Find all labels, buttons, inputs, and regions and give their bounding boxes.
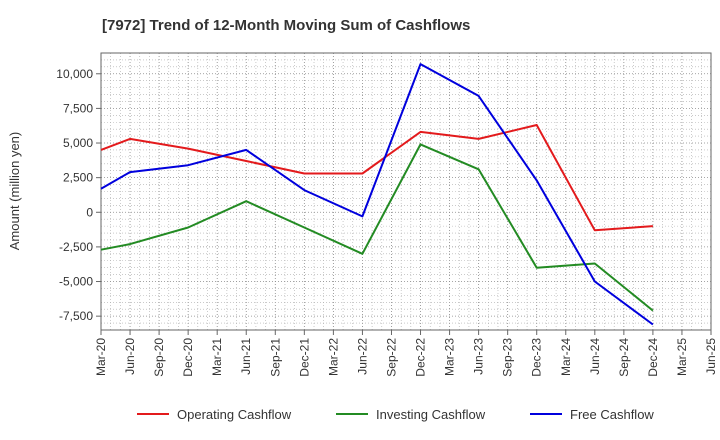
x-tick-label: Sep-23 (501, 338, 515, 377)
x-tick-label: Sep-21 (268, 338, 282, 377)
y-tick-label: -2,500 (59, 240, 93, 254)
x-tick-label: Mar-22 (326, 338, 340, 376)
x-tick-label: Dec-24 (646, 338, 660, 377)
x-tick-label: Jun-21 (239, 338, 253, 375)
y-tick-label: 7,500 (63, 101, 93, 115)
plot-area: 10,000 7,500 5,000 2,500 0 -2,500 -5,000 -7,500… (56, 52, 718, 377)
x-tick-label: Mar-25 (675, 338, 689, 376)
y-tick-label: -7,500 (59, 309, 93, 323)
legend-label: Operating Cashflow (177, 407, 292, 422)
x-tick-label: Jun-25 (704, 338, 718, 375)
x-tick-label: Dec-21 (297, 338, 311, 377)
x-tick-label: Dec-20 (181, 338, 195, 377)
x-tick-label: Mar-21 (210, 338, 224, 376)
x-tick-label: Sep-20 (152, 338, 166, 377)
plot-frame (100, 52, 712, 331)
x-tick-label: Jun-23 (472, 338, 486, 375)
legend-label: Free Cashflow (570, 407, 654, 422)
x-tick-label: Jun-24 (588, 338, 602, 375)
x-tick-label: Jun-20 (123, 338, 137, 375)
x-tick-label: Mar-20 (94, 338, 108, 376)
chart-title: [7972] Trend of 12-Month Moving Sum of C… (102, 17, 470, 34)
x-tick-label: Mar-24 (559, 338, 573, 376)
x-tick-label: Jun-22 (355, 338, 369, 375)
y-tick-label: 10,000 (56, 67, 93, 81)
series-line-free-cashflow (100, 63, 654, 326)
legend-label: Investing Cashflow (376, 407, 486, 422)
y-tick-label: 2,500 (63, 171, 93, 185)
x-tick-label: Sep-22 (384, 338, 398, 377)
x-tick-label: Dec-23 (530, 338, 544, 377)
x-tick-label: Dec-22 (414, 338, 428, 377)
plot-background (101, 53, 711, 330)
series-line-investing-cashflow (100, 143, 654, 312)
x-tick-label: Mar-23 (443, 338, 457, 376)
y-axis-label: Amount (million yen) (7, 132, 22, 251)
y-tick-label: 0 (86, 205, 93, 219)
x-tick-label: Sep-24 (617, 338, 631, 377)
y-tick-label: 5,000 (63, 136, 93, 150)
legend: Operating Cashflow Investing Cashflow Free… (137, 407, 654, 422)
series-line-operating-cashflow (100, 124, 653, 232)
y-tick-label: -5,000 (59, 275, 93, 289)
